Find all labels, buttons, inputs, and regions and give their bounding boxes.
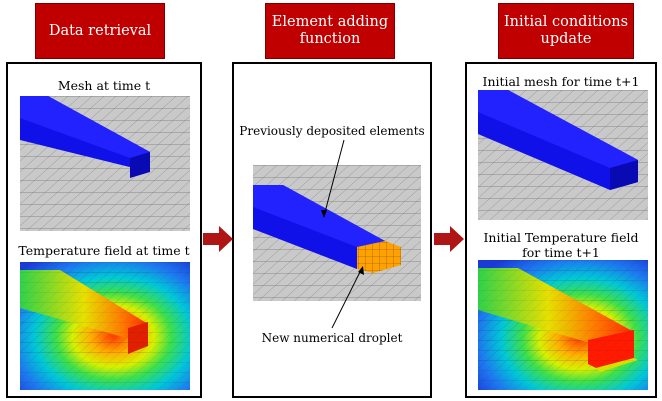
arrow-right-2	[434, 226, 464, 252]
initial-mesh-time-t1	[478, 90, 648, 220]
caption-mesh-time-t: Mesh at time t	[57, 78, 151, 93]
panel3-header: Initial conditions update	[498, 3, 634, 59]
panel3-header-line2: update	[540, 31, 592, 47]
temperature-field-time-t	[20, 262, 190, 390]
panel3-header-line1: Initial conditions	[503, 14, 629, 30]
panel2-header-line1: Element adding	[271, 14, 389, 30]
annotation-previously-deposited: Previously deposited elements	[239, 124, 425, 138]
caption-initial-temperature-line2: for time t+1	[522, 245, 600, 260]
leader-line-deposited	[321, 139, 364, 329]
element-adding-mesh	[253, 165, 421, 301]
annotation-new-droplet: New numerical droplet	[261, 331, 403, 345]
caption-initial-temperature-line1: Initial Temperature field	[483, 230, 639, 245]
caption-initial-temperature: Initial Temperature field for time t+1	[465, 230, 657, 260]
caption-initial-mesh: Initial mesh for time t+1	[482, 74, 640, 89]
initial-temperature-field-t1	[478, 260, 648, 390]
panel1-header: Data retrieval	[35, 3, 165, 59]
mesh-image-time-t	[20, 96, 190, 231]
arrow-right-1	[203, 226, 233, 252]
panel2-header-line2: function	[299, 31, 361, 47]
panel1-header-text: Data retrieval	[48, 22, 152, 39]
panel2-header: Element adding function	[265, 3, 395, 59]
caption-temperature-time-t: Temperature field at time t	[18, 243, 190, 258]
